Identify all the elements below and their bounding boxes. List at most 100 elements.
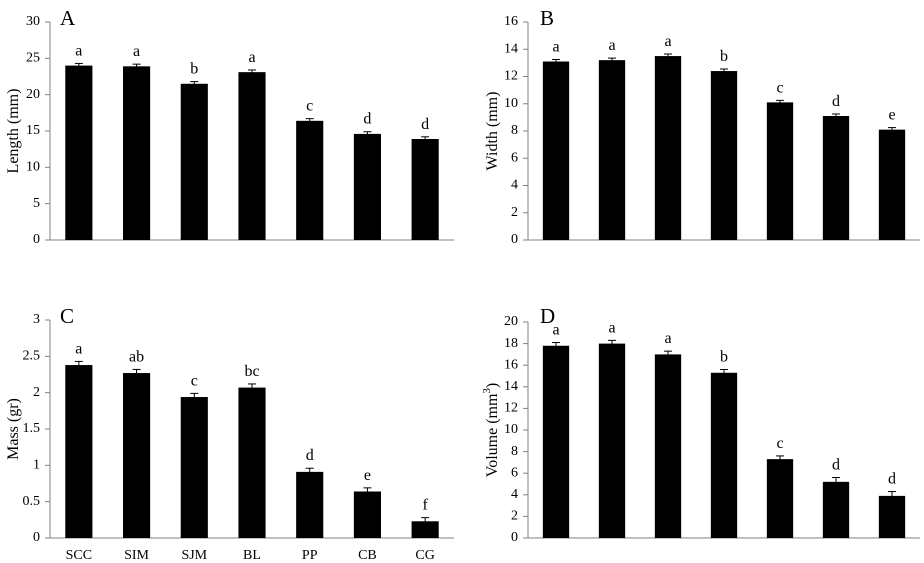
- significance-letter: b: [720, 349, 728, 366]
- significance-letter: a: [75, 340, 82, 357]
- bar-scc: [65, 65, 93, 240]
- significance-letter: d: [832, 457, 840, 474]
- x-tick-label: SCC: [66, 548, 92, 563]
- y-tick-label: 12: [504, 69, 518, 84]
- y-tick-label: 15: [26, 123, 40, 138]
- bar-cg: [411, 138, 439, 240]
- y-axis-label-text: Mass (gr): [5, 398, 22, 460]
- y-tick-label: 2: [511, 509, 518, 524]
- y-tick-label: 4: [511, 178, 518, 193]
- significance-letter: a: [608, 37, 615, 54]
- y-tick-label: 18: [504, 336, 518, 351]
- panel-c-chart: C 0 0.5 1 1.5 2 2.5 3 Mass (gr) a SCC ab SIM c SJM bc BL…: [5, 304, 454, 563]
- bar-sim: [123, 66, 151, 241]
- y-tick-label: 25: [26, 51, 40, 66]
- significance-letter: d: [363, 111, 371, 128]
- bar-cb: [353, 133, 381, 240]
- bar-bl: [710, 372, 738, 538]
- panel-b-chart: B 0 2 4 6 8 10 12 14 16 Width (mm) a a a b c d e: [484, 6, 920, 247]
- bar-sjm: [180, 397, 208, 538]
- significance-letter: a: [133, 43, 140, 60]
- y-tick-label: 30: [26, 14, 40, 29]
- x-tick-label: PP: [302, 548, 318, 563]
- y-axis-label: Mass (gr): [5, 398, 22, 460]
- y-axis-label: Length (mm): [5, 89, 22, 174]
- significance-letter: c: [776, 435, 783, 452]
- y-tick-label: 0: [33, 232, 40, 247]
- y-tick-label: 10: [26, 160, 40, 175]
- bar-cb: [822, 481, 850, 538]
- significance-letter: d: [421, 116, 429, 133]
- y-tick-label: 0.5: [23, 494, 41, 509]
- y-axis-label-end: ): [484, 383, 501, 388]
- y-tick-label: 16: [504, 357, 518, 372]
- y-tick-label: 2: [33, 385, 40, 400]
- y-tick-label: 6: [511, 465, 518, 480]
- y-tick-label: 4: [511, 487, 518, 502]
- significance-letter: a: [664, 330, 671, 347]
- y-tick-label: 1: [33, 458, 40, 473]
- bar-sim: [598, 343, 626, 538]
- y-tick-label: 0: [511, 530, 518, 545]
- bar-sim: [123, 373, 151, 538]
- y-axis-label-text: Volume (mm: [484, 393, 501, 477]
- x-tick-label: BL: [243, 548, 261, 563]
- significance-letter: e: [888, 107, 895, 124]
- y-tick-label: 3: [33, 312, 40, 327]
- x-tick-label: SIM: [124, 548, 149, 563]
- bar-cg: [411, 521, 439, 538]
- panel-label: B: [540, 6, 554, 30]
- y-tick-label: 8: [511, 123, 518, 138]
- bar-pp: [766, 459, 794, 538]
- y-tick-label: 14: [504, 41, 518, 56]
- x-tick-label: SJM: [181, 548, 207, 563]
- bar-cg: [878, 495, 906, 538]
- bar-cb: [353, 491, 381, 538]
- significance-letter: d: [832, 93, 840, 110]
- panel-a-chart: A 0 5 10 15 20 25 30 Length (mm) a a b a c d d: [5, 6, 454, 247]
- y-tick-label: 20: [504, 314, 518, 329]
- y-tick-label: 16: [504, 14, 518, 29]
- bar-sim: [598, 60, 626, 241]
- bar-cb: [822, 116, 850, 240]
- significance-letter: ab: [129, 348, 144, 365]
- bar-sjm: [180, 83, 208, 241]
- y-tick-label: 12: [504, 401, 518, 416]
- y-tick-label: 10: [504, 96, 518, 111]
- significance-letter: c: [306, 98, 313, 115]
- significance-letter: b: [190, 61, 198, 78]
- y-tick-label: 10: [504, 422, 518, 437]
- y-axis-label-text: Width (mm): [484, 92, 501, 171]
- bar-pp: [766, 102, 794, 240]
- y-tick-label: 1.5: [23, 421, 41, 436]
- significance-letter: c: [191, 372, 198, 389]
- y-tick-label: 5: [33, 196, 40, 211]
- y-tick-label: 14: [504, 379, 518, 394]
- bar-bl: [238, 72, 266, 240]
- y-axis-label: Volume (mm3): [481, 383, 501, 478]
- bar-sjm: [654, 56, 682, 240]
- y-tick-label: 0: [33, 530, 40, 545]
- significance-letter: f: [422, 497, 428, 514]
- significance-letter: a: [552, 38, 559, 55]
- y-tick-label: 0: [511, 232, 518, 247]
- y-tick-label: 6: [511, 150, 518, 165]
- bar-scc: [542, 61, 570, 241]
- significance-letter: c: [776, 79, 783, 96]
- bar-scc: [542, 345, 570, 538]
- bar-pp: [296, 471, 324, 538]
- y-tick-label: 8: [511, 444, 518, 459]
- bar-cg: [878, 129, 906, 240]
- y-axis-label-text: Length (mm): [5, 89, 22, 174]
- bar-bl: [710, 71, 738, 240]
- x-tick-label: CG: [415, 548, 434, 563]
- significance-letter: d: [306, 447, 314, 464]
- y-tick-label: 20: [26, 87, 40, 102]
- y-axis-label-superscript: 3: [481, 388, 493, 394]
- x-tick-label: CB: [358, 548, 377, 563]
- significance-letter: a: [552, 322, 559, 339]
- significance-letter: a: [248, 49, 255, 66]
- panel-d-chart: D 0 2 4 6 8 10 12 14 16 18 20 Volume (mm3) a a a b c d d: [481, 304, 920, 545]
- y-tick-label: 2: [511, 205, 518, 220]
